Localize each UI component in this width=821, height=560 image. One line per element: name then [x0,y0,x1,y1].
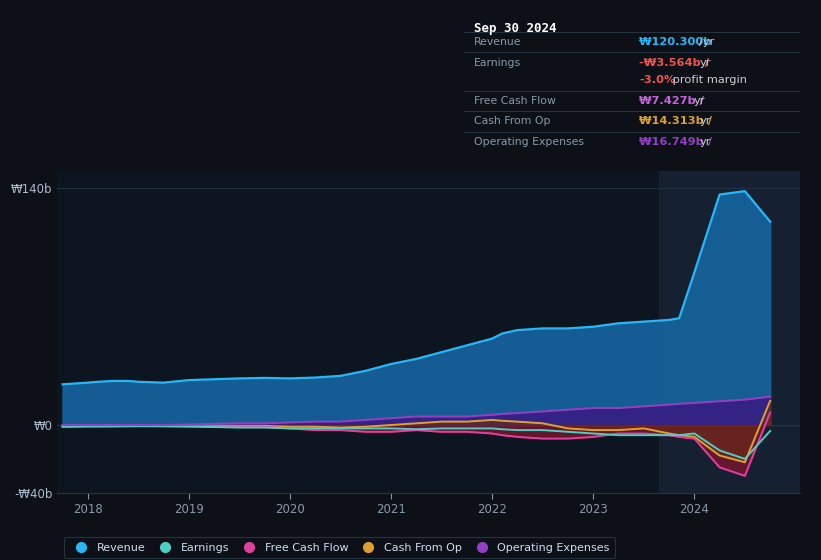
Text: Earnings: Earnings [474,58,521,68]
Text: Revenue: Revenue [474,37,521,47]
Text: Operating Expenses: Operating Expenses [474,137,584,147]
Text: yr: yr [699,116,711,127]
Text: /yr: /yr [699,37,715,47]
Text: profit margin: profit margin [669,76,747,85]
Bar [659,171,805,493]
Text: Sep 30 2024: Sep 30 2024 [474,22,557,35]
Text: ₩120.300b: ₩120.300b [639,37,715,47]
Text: ₩16.749b /: ₩16.749b / [639,137,712,147]
Text: yr: yr [694,96,705,106]
Legend: Revenue, Earnings, Free Cash Flow, Cash From Op, Operating Expenses: Revenue, Earnings, Free Cash Flow, Cash … [64,537,616,558]
Text: Free Cash Flow: Free Cash Flow [474,96,556,106]
Text: yr: yr [699,137,711,147]
Text: ₩7.427b /: ₩7.427b / [639,96,704,106]
Text: yr: yr [699,58,711,68]
Text: ₩14.313b /: ₩14.313b / [639,116,712,127]
Text: -₩3.564b /: -₩3.564b / [639,58,709,68]
Text: Cash From Op: Cash From Op [474,116,550,127]
Text: -3.0%: -3.0% [639,76,676,85]
